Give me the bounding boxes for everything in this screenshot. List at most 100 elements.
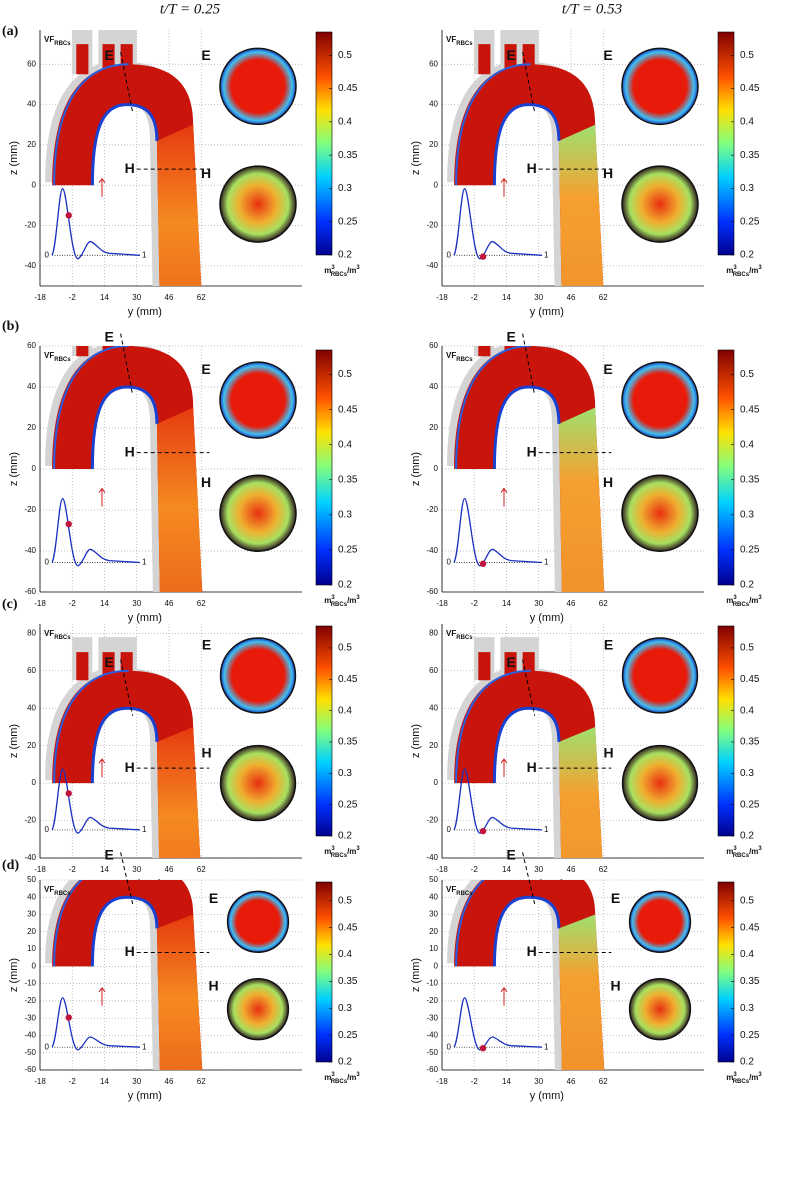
x-tick-label: -18 <box>436 293 448 302</box>
x-tick-label: -18 <box>34 599 46 608</box>
time-arrow <box>98 986 106 1006</box>
field-sub: RBCs <box>456 357 473 363</box>
y-tick-label: 60 <box>429 341 438 350</box>
unit-sub: RBCs <box>733 272 750 278</box>
unit-base: m <box>726 596 733 605</box>
inset-end: 1 <box>544 250 549 259</box>
unit-sub: RBCs <box>331 272 348 278</box>
inset-dot <box>479 560 487 567</box>
colorbar-unit: m3 RBCs/m3 <box>726 265 762 278</box>
y-tick-label: 0 <box>434 778 439 787</box>
inset-start: 0 <box>447 558 452 567</box>
unit-exp: 3 <box>733 595 737 601</box>
cross-section-label: H <box>603 474 613 490</box>
inset-start: 0 <box>447 825 452 834</box>
section-e-line <box>522 52 536 113</box>
x-axis-title: y (mm) <box>128 306 162 318</box>
y-tick-label: 20 <box>429 140 438 149</box>
aorta <box>45 637 201 858</box>
x-tick-label: 14 <box>100 599 109 608</box>
y-axis-title: z (mm) <box>8 141 20 175</box>
unit-exp: 3 <box>733 846 737 852</box>
colorbar-tick-label: 0.2 <box>740 580 754 591</box>
descending <box>156 407 203 592</box>
y-tick-label: -40 <box>24 261 36 270</box>
inset-start: 0 <box>447 1042 452 1051</box>
section-e-label: E <box>104 654 113 670</box>
unit-rest: /m <box>347 266 356 275</box>
cross-section <box>621 637 699 714</box>
field-name: VF <box>44 351 54 360</box>
field-label: VFRBCs <box>446 885 473 896</box>
colorbar-tick-label: 0.5 <box>338 50 352 61</box>
unit-exp: 3 <box>733 1072 737 1078</box>
colorbar-tick-label: 0.45 <box>338 83 358 94</box>
unit-exp: 3 <box>331 1072 335 1078</box>
unit-exp2: 3 <box>758 1072 762 1078</box>
colorbar-tick-label: 0.2 <box>740 250 754 261</box>
inset-start: 0 <box>45 1042 50 1051</box>
colorbar-tick-label: 0.25 <box>338 216 358 227</box>
section-e-label: E <box>506 47 515 63</box>
y-tick-label: -60 <box>24 587 36 596</box>
colorbar-tick-label: 0.4 <box>338 949 352 960</box>
colorbar-tick-label: 0.4 <box>338 439 352 450</box>
inner-wall <box>90 895 159 967</box>
cross-section <box>226 978 290 1041</box>
y-tick-label: -40 <box>426 1031 438 1040</box>
colorbar <box>315 31 333 256</box>
colorbar-tick-label: 0.3 <box>740 768 754 779</box>
y-tick-label: -40 <box>24 853 36 862</box>
outer-wall <box>53 669 129 784</box>
unit-rest: /m <box>749 266 758 275</box>
y-tick-label: 0 <box>32 180 37 189</box>
panel-label: (c) <box>2 597 18 612</box>
cross-section <box>219 744 297 822</box>
colorbar-tick-label: 0.5 <box>338 643 352 654</box>
colorbar-tick-label: 0.35 <box>338 976 358 987</box>
colorbar-tick-label: 0.25 <box>338 1030 358 1041</box>
colorbar-tick-label: 0.35 <box>740 737 760 748</box>
colorbar-tick-label: 0.45 <box>338 922 358 933</box>
y-tick-label: 0 <box>434 464 439 473</box>
y-tick-label: -10 <box>426 979 438 988</box>
unit-exp: 3 <box>331 846 335 852</box>
section-h-label: H <box>527 759 537 775</box>
y-axis-title: z (mm) <box>410 452 422 486</box>
outer-wall <box>455 880 486 967</box>
colorbar-tick-label: 0.25 <box>740 1030 760 1041</box>
inset-start: 0 <box>45 825 50 834</box>
inset-waveform <box>453 768 543 834</box>
x-tick-label: 30 <box>534 293 543 302</box>
unit-exp2: 3 <box>758 846 762 852</box>
x-tick-label: -2 <box>471 865 479 874</box>
colorbar-tick-label: 0.5 <box>740 643 754 654</box>
section-e-line <box>522 333 536 396</box>
cross-section <box>621 165 699 243</box>
unit-exp2: 3 <box>758 265 762 271</box>
x-tick-label: 14 <box>502 1077 511 1086</box>
unit-exp: 3 <box>331 595 335 601</box>
aorta <box>45 30 202 286</box>
unit-base: m <box>726 847 733 856</box>
colorbar-tick-label: 0.3 <box>338 1003 352 1014</box>
inner-wall <box>492 385 561 470</box>
colorbar-tick-label: 0.25 <box>338 545 358 556</box>
x-tick-label: 62 <box>197 293 206 302</box>
aorta <box>447 637 603 858</box>
cross-section <box>219 474 297 553</box>
colorbar-unit: m3 RBCs/m3 <box>324 595 360 608</box>
y-tick-label: 50 <box>27 875 36 884</box>
inset-dot <box>65 1014 72 1021</box>
field-name: VF <box>446 629 456 638</box>
colorbar-unit: m3 RBCs/m3 <box>726 846 762 859</box>
colorbar-tick-label: 0.35 <box>338 474 358 485</box>
colorbar-unit: m3 RBCs/m3 <box>324 846 360 859</box>
colorbar-tick-label: 0.3 <box>740 1003 754 1014</box>
cross-section-label: E <box>201 361 210 377</box>
x-tick-label: 46 <box>567 1077 576 1086</box>
unit-base: m <box>324 266 331 275</box>
